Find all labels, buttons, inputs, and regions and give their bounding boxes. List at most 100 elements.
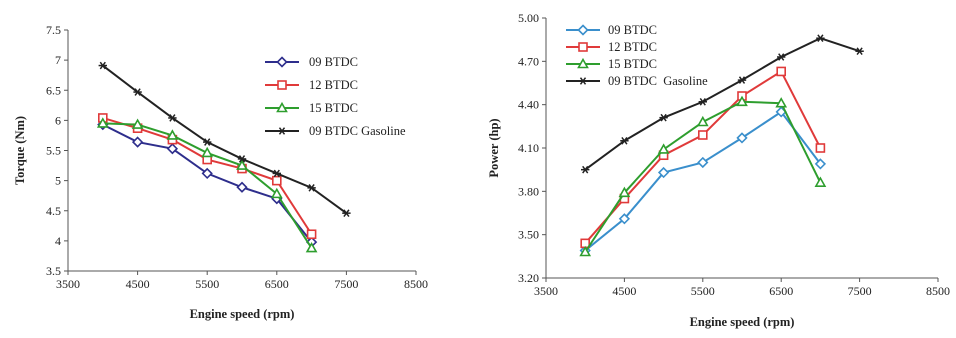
data-point	[618, 213, 631, 225]
data-point	[272, 169, 281, 178]
x-axis-title: Engine speed (rpm)	[690, 315, 795, 329]
y-tick-label: 6	[55, 113, 61, 127]
data-point	[579, 245, 592, 257]
y-tick-label: 3.5	[46, 264, 61, 278]
legend-marker	[276, 101, 288, 113]
series-09-btdc	[97, 118, 318, 248]
legend-label: 09 BTDC Gasoline	[608, 74, 708, 88]
data-point	[131, 136, 144, 148]
data-point	[203, 138, 212, 146]
series-15-btdc	[579, 95, 827, 257]
x-tick-label: 6500	[265, 277, 289, 291]
data-point	[777, 53, 786, 61]
x-tick-label: 6500	[769, 284, 793, 298]
y-tick-label: 5	[55, 174, 61, 188]
x-tick-label: 5500	[691, 284, 715, 298]
y-tick-label: 3.20	[518, 271, 539, 285]
series-line	[584, 37, 860, 171]
data-point	[166, 129, 179, 140]
series-09-btdc	[579, 106, 827, 257]
x-tick-label: 3500	[56, 277, 80, 291]
y-axis-title: Torque (Nm)	[13, 116, 27, 185]
legend-entry: 09 BTDC	[566, 23, 657, 37]
legend-marker	[277, 80, 287, 90]
data-point	[814, 176, 827, 187]
legend-marker	[578, 77, 588, 85]
y-tick-label: 7.5	[46, 23, 61, 37]
data-point	[737, 76, 747, 84]
y-axis-title: Power (hp)	[487, 118, 501, 177]
data-point	[696, 115, 709, 127]
data-point	[657, 166, 670, 179]
x-axis-title: Engine speed (rpm)	[190, 307, 295, 321]
data-point	[775, 97, 788, 108]
data-point	[776, 66, 787, 77]
data-point	[133, 88, 142, 96]
y-tick-label: 4.40	[518, 98, 539, 112]
torque-chart: 3.5 4 4.5 5 5.5 6 6.5 7 7.5 3500 4500 5500 6500 7500 8…	[13, 23, 428, 321]
x-tick-label: 8500	[404, 277, 428, 291]
data-point	[342, 209, 351, 217]
y-tick-label: 5.00	[518, 11, 539, 25]
data-point	[237, 155, 247, 163]
x-tick-label: 8500	[926, 284, 950, 298]
power-chart: 3.20 3.50 3.80 4.10 4.40 4.70 5.00 3500 4500 5500…	[487, 11, 950, 329]
series-15-btdc	[96, 117, 318, 253]
data-point	[581, 165, 590, 174]
data-point	[697, 130, 708, 140]
legend-label: 15 BTDC	[309, 101, 358, 115]
data-point	[236, 181, 248, 193]
data-point	[201, 146, 214, 158]
data-point	[659, 113, 668, 122]
x-tick-label: 4500	[126, 277, 150, 291]
legend-marker	[277, 127, 287, 135]
data-point	[236, 159, 248, 170]
y-tick-label: 4	[55, 234, 61, 248]
data-point	[657, 143, 670, 154]
data-point	[814, 158, 827, 170]
data-point	[815, 143, 826, 153]
series-09-btdc-gasoline	[581, 34, 864, 174]
data-point	[168, 114, 177, 122]
legend-entry: 09 BTDC	[265, 55, 358, 69]
series-line	[102, 64, 347, 214]
legend-marker	[577, 57, 589, 69]
y-tick-label: 4.10	[518, 141, 539, 155]
legend-entry: 12 BTDC	[265, 78, 358, 92]
legend-entry: 12 BTDC	[566, 40, 657, 54]
y-tick-label: 7	[55, 53, 61, 67]
legend-entry: 15 BTDC	[566, 57, 657, 71]
data-point	[270, 187, 283, 199]
data-point	[305, 241, 318, 253]
y-tick-label: 5.5	[46, 144, 61, 158]
data-point	[816, 34, 825, 43]
x-tick-label: 3500	[534, 284, 558, 298]
legend-marker	[577, 24, 589, 36]
x-tick-label: 5500	[195, 277, 219, 291]
legend-entry: 15 BTDC	[265, 101, 358, 115]
legend-label: 12 BTDC	[608, 40, 657, 54]
data-point	[166, 143, 179, 155]
legend-marker	[578, 42, 588, 52]
legend-label: 15 BTDC	[608, 57, 657, 71]
data-point	[620, 136, 629, 145]
data-point	[698, 97, 707, 106]
data-point	[736, 95, 748, 107]
y-tick-label: 4.5	[46, 204, 61, 218]
legend-label: 12 BTDC	[309, 78, 358, 92]
legend-entry: 09 BTDC Gasoline	[566, 74, 708, 88]
series-09-btdc-gasoline	[98, 61, 351, 217]
legend-entry: 09 BTDC Gasoline	[265, 124, 406, 138]
data-point	[306, 229, 317, 240]
y-tick-label: 3.80	[518, 184, 539, 198]
data-point	[96, 117, 109, 128]
data-point	[855, 47, 864, 56]
x-tick-label: 4500	[612, 284, 636, 298]
data-point	[271, 175, 282, 186]
legend-label: 09 BTDC	[608, 23, 657, 37]
x-tick-label: 7500	[848, 284, 872, 298]
legend-marker	[276, 56, 288, 68]
data-point	[697, 156, 709, 169]
y-tick-label: 4.70	[518, 54, 539, 68]
x-tick-label: 7500	[334, 277, 358, 291]
